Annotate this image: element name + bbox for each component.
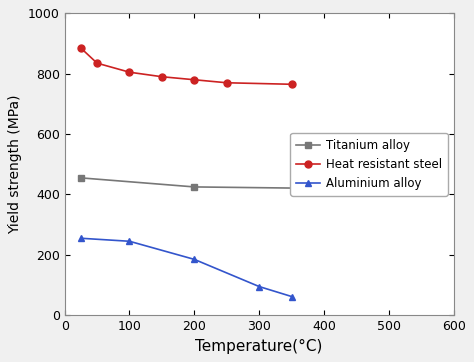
Heat resistant steel	[289, 82, 294, 87]
Titanium alloy	[191, 185, 197, 189]
Line: Titanium alloy: Titanium alloy	[77, 174, 392, 193]
Heat resistant steel	[127, 70, 132, 74]
Titanium alloy	[78, 176, 84, 180]
Aluminium alloy	[289, 294, 294, 299]
Heat resistant steel	[78, 46, 84, 50]
Aluminium alloy	[127, 239, 132, 243]
Heat resistant steel	[224, 81, 229, 85]
Heat resistant steel	[191, 77, 197, 82]
Legend: Titanium alloy, Heat resistant steel, Aluminium alloy: Titanium alloy, Heat resistant steel, Al…	[291, 133, 448, 195]
Heat resistant steel	[94, 61, 100, 65]
Aluminium alloy	[256, 285, 262, 289]
Line: Heat resistant steel: Heat resistant steel	[77, 45, 295, 88]
X-axis label: Temperature(°C): Temperature(°C)	[195, 339, 323, 354]
Line: Aluminium alloy: Aluminium alloy	[77, 235, 295, 300]
Titanium alloy	[321, 186, 327, 191]
Aluminium alloy	[191, 257, 197, 262]
Heat resistant steel	[159, 75, 165, 79]
Aluminium alloy	[78, 236, 84, 240]
Y-axis label: Yield strength (MPa): Yield strength (MPa)	[9, 94, 22, 234]
Titanium alloy	[386, 188, 392, 192]
